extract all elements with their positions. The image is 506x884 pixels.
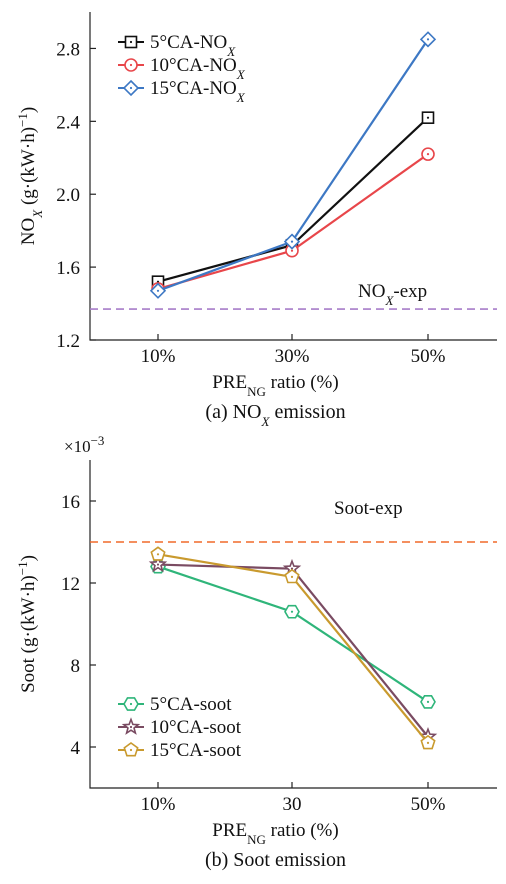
y-axis-label-part-4: ) (18, 555, 39, 561)
data-point-dot (156, 289, 160, 292)
panel-caption: (b) Soot emission (205, 849, 346, 871)
panel-caption-part-0: (a) NO (205, 401, 261, 423)
legend-label: 10°CA-soot (150, 717, 242, 738)
legend-label-part-0: 5°CA-soot (150, 694, 232, 715)
legend-marker-dot (129, 40, 133, 44)
reference-label-part-0: Soot-exp (334, 498, 403, 519)
y-axis-multiplier-part-0: ×10 (64, 437, 91, 456)
legend-label-part-1: X (236, 90, 246, 105)
y-tick-label: 16 (61, 492, 80, 513)
x-axis-label: PRENG ratio (%) (212, 820, 338, 847)
reference-label: NOX-exp (358, 281, 427, 308)
legend (118, 35, 144, 97)
y-axis-label: NOX (g·(kW·h)−1) (15, 107, 45, 245)
data-point-dot (426, 116, 430, 119)
axis-frame (89, 460, 497, 789)
legend-label: 15°CA-soot (150, 740, 242, 761)
x-axis-label-part-1: NG (247, 832, 266, 847)
reference-label-part-1: X (384, 293, 394, 308)
y-tick-label: 4 (71, 738, 81, 759)
panel-caption-part-1: X (261, 414, 271, 429)
y-tick-label: 2.8 (56, 39, 80, 60)
data-point-dot (156, 553, 160, 556)
chart-panel-nox: 1.2 1.6 2.0 2.4 2.8 10% 30% 50% (56, 12, 497, 367)
chart-panel-soot: 4 8 12 16 10% 30 50% (61, 460, 497, 815)
data-point-dot (290, 567, 294, 570)
panel-caption-part-2: emission (269, 401, 345, 423)
x-tick-label: 30 (283, 794, 302, 815)
x-axis-label-part-0: PRE (212, 820, 247, 841)
legend-label-part-0: 15°CA-soot (150, 740, 242, 761)
series-2 (149, 31, 437, 299)
y-tick-label: 8 (71, 656, 81, 677)
x-axis-label-part-0: PRE (212, 372, 247, 393)
data-point-dot (426, 741, 430, 745)
legend-marker-dot (129, 86, 133, 90)
y-axis-label-part-2: (g·(kW·h) (18, 127, 39, 210)
y-axis-multiplier-part-1: −3 (91, 433, 105, 448)
legend-label-part-1: X (236, 67, 246, 82)
reference-label: Soot-exp (334, 498, 403, 519)
reference-label-part-2: -exp (393, 281, 427, 302)
y-tick-label: 2.0 (56, 185, 80, 206)
y-axis-label-part-0: NO (18, 218, 39, 245)
legend-label-part-1: X (226, 44, 236, 59)
legend-label: 5°CA-NOX (150, 32, 236, 59)
x-tick-label: 50% (411, 346, 446, 367)
legend-label-part-0: 10°CA-soot (150, 717, 242, 738)
y-tick-label: 12 (61, 574, 80, 595)
legend-label: 10°CA-NOX (150, 55, 246, 82)
legend-marker-dot (129, 748, 133, 752)
y-axis-label-part-1: X (30, 209, 45, 219)
legend-marker-dot (129, 63, 133, 67)
x-axis-label: PRENG ratio (%) (212, 372, 338, 399)
y-axis-multiplier: ×10−3 (64, 433, 104, 457)
legend-label-part-0: 5°CA-NO (150, 32, 227, 53)
y-axis-label-part-3: −1 (15, 561, 30, 575)
x-tick-label: 10% (141, 346, 176, 367)
y-tick-label: 1.2 (56, 331, 80, 352)
data-point-dot (426, 38, 430, 41)
x-axis-label-part-1: NG (247, 384, 266, 399)
panel-caption-part-0: (b) Soot emission (205, 849, 346, 871)
legend-label-part-0: 10°CA-NO (150, 55, 237, 76)
y-axis-label: Soot (g·(kW·h)−1) (15, 555, 40, 693)
legend-marker-dot (129, 702, 133, 706)
y-axis-label-part-3: −1 (15, 113, 30, 127)
data-point-dot (290, 240, 294, 243)
legend-label-part-0: 15°CA-NO (150, 78, 237, 99)
data-point-dot (426, 700, 430, 704)
legend-marker-dot (129, 725, 133, 729)
y-tick-label: 2.4 (56, 112, 80, 133)
x-axis-label-part-2: ratio (%) (266, 820, 339, 841)
y-axis-label-part-0: Soot (g·(kW·h) (18, 575, 39, 693)
legend (118, 697, 144, 757)
series-2 (150, 546, 436, 750)
data-point-dot (290, 575, 294, 578)
series-0 (151, 111, 435, 288)
data-point-dot (290, 610, 294, 613)
x-axis-label-part-2: ratio (%) (266, 372, 339, 393)
x-tick-label: 10% (141, 794, 176, 815)
reference-label-part-0: NO (358, 281, 385, 302)
x-tick-label: 50% (411, 794, 446, 815)
series-line (157, 153, 429, 291)
series-line (157, 565, 429, 703)
y-axis-label-part-4: ) (18, 107, 39, 113)
y-tick-label: 1.6 (56, 258, 80, 279)
data-point-dot (290, 249, 294, 252)
data-point-dot (156, 563, 160, 566)
x-tick-label: 30% (275, 346, 310, 367)
panel-caption: (a) NOX emission (205, 401, 345, 429)
legend-label: 5°CA-soot (150, 694, 232, 715)
data-point-dot (426, 153, 430, 156)
legend-label: 15°CA-NOX (150, 78, 246, 105)
